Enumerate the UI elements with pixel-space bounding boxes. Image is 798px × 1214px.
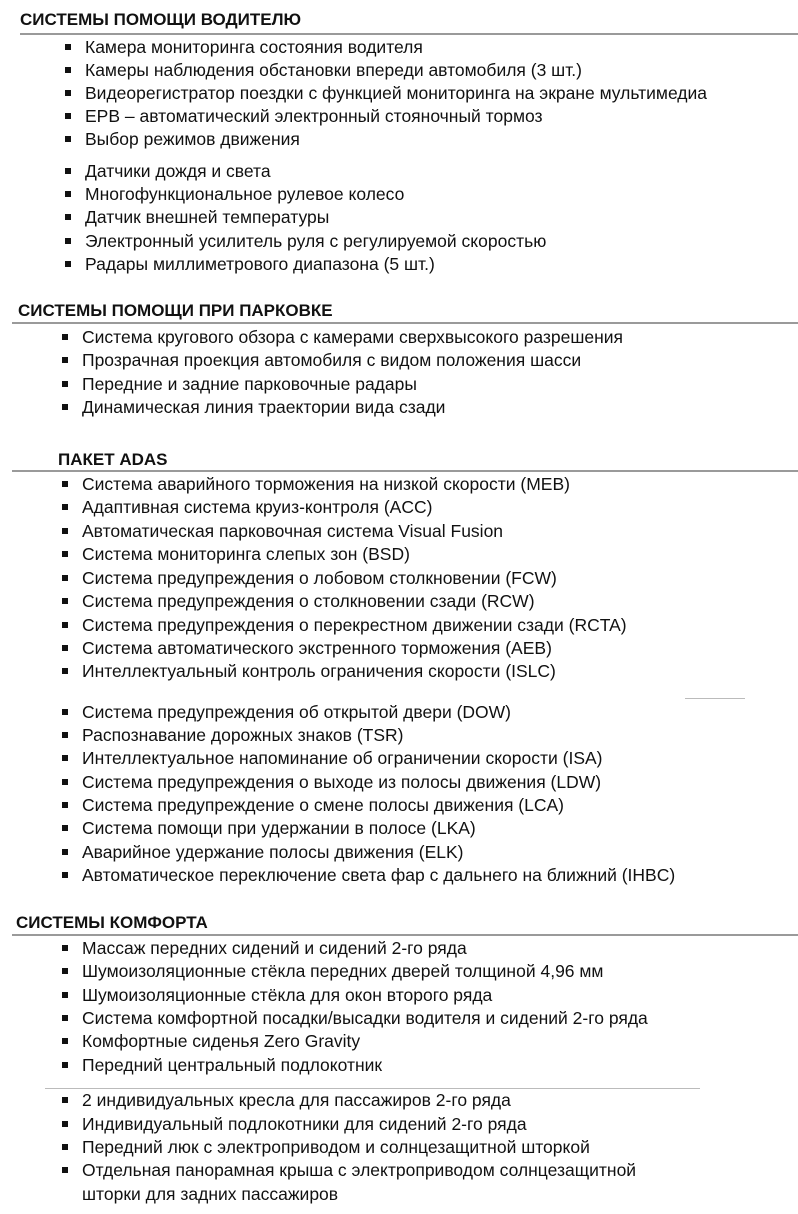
list-item-text: Система предупреждения о столкновении сз… (82, 591, 535, 611)
bullet-icon (65, 136, 71, 142)
bullet-icon (62, 1144, 68, 1150)
list-item-text: Система предупреждения о выходе из полос… (82, 772, 602, 792)
bullet-icon (62, 779, 68, 785)
section-heading: СИСТЕМЫ КОМФОРТА (16, 913, 208, 932)
list-item-text: Автоматическая парковочная система Visua… (82, 521, 504, 541)
list-item-text: Система предупреждения о перекрестном дв… (82, 615, 627, 635)
list-item-text: шторки для задних пассажиров (82, 1184, 339, 1204)
section-divider (12, 470, 798, 472)
list-item-text: Передние и задние парковочные радары (82, 374, 417, 394)
bullet-icon (65, 238, 71, 244)
bullet-icon (62, 709, 68, 715)
bullet-icon (62, 1015, 68, 1021)
list-item-text: Система предупреждения об открытой двери… (82, 702, 512, 722)
list-item-text: Прозрачная проекция автомобиля с видом п… (82, 350, 582, 370)
bullet-icon (62, 755, 68, 761)
list-item-text: Камеры наблюдения обстановки впереди авт… (85, 60, 582, 80)
bullet-icon (62, 968, 68, 974)
bullet-icon (62, 945, 68, 951)
list-item-text: Распознавание дорожных знаков (TSR) (82, 725, 404, 745)
list-item-text: Массаж передних сидений и сидений 2-го р… (82, 938, 467, 958)
list-item-text: Аварийное удержание полосы движения (ELK… (82, 842, 464, 862)
list-item-text: Автоматическое переключение света фар с … (82, 865, 676, 885)
section-heading: ПАКЕТ ADAS (58, 450, 168, 469)
bullet-icon (62, 849, 68, 855)
list-item-text: Камера мониторинга состояния водителя (85, 37, 423, 57)
list-item-text: Многофункциональное рулевое колесо (85, 184, 405, 204)
list-item-text: Выбор режимов движения (85, 129, 300, 149)
bullet-icon (62, 802, 68, 808)
list-item-text: Система аварийного торможения на низкой … (82, 474, 570, 494)
section-divider (12, 322, 798, 324)
bullet-icon (62, 622, 68, 628)
list-item-text: Система кругового обзора с камерами свер… (82, 327, 624, 347)
bullet-icon (65, 261, 71, 267)
bullet-icon (62, 732, 68, 738)
list-item-text: Система автоматического экстренного торм… (82, 638, 552, 658)
list-item-text: Видеорегистратор поездки с функцией мони… (85, 83, 708, 103)
section-divider (20, 33, 798, 35)
list-item-text: Система предупреждение о смене полосы дв… (82, 795, 565, 815)
bullet-icon (65, 113, 71, 119)
bullet-icon (62, 668, 68, 674)
bullet-icon (62, 872, 68, 878)
list-item-text: 2 индивидуальных кресла для пассажиров 2… (82, 1090, 511, 1110)
bullet-icon (65, 214, 71, 220)
section-heading: СИСТЕМЫ ПОМОЩИ ВОДИТЕЛЮ (20, 10, 302, 29)
list-item-text: Шумоизоляционные стёкла для окон второго… (82, 985, 493, 1005)
bullet-icon (62, 504, 68, 510)
bullet-icon (62, 481, 68, 487)
list-item-text: Передний люк с электроприводом и солнцез… (82, 1137, 590, 1157)
bullet-icon (62, 528, 68, 534)
list-item-text: Система помощи при удержании в полосе (L… (82, 818, 476, 838)
section-heading: СИСТЕМЫ ПОМОЩИ ПРИ ПАРКОВКЕ (18, 301, 333, 320)
list-item-text: Датчик внешней температуры (85, 207, 330, 227)
bullet-icon (65, 67, 71, 73)
bullet-icon (62, 575, 68, 581)
list-item-text: Система мониторинга слепых зон (BSD) (82, 544, 410, 564)
list-item-text: Электронный усилитель руля с регулируемо… (85, 231, 547, 251)
bullet-icon (62, 404, 68, 410)
bullet-icon (62, 357, 68, 363)
bullet-icon (62, 1167, 68, 1173)
bullet-icon (62, 551, 68, 557)
bullet-icon (62, 825, 68, 831)
list-item-text: Датчики дождя и света (85, 161, 271, 181)
list-item-text: EPB – автоматический электронный стояноч… (85, 106, 543, 126)
list-item-text: Шумоизоляционные стёкла передних дверей … (82, 961, 604, 981)
page-break-line (685, 698, 745, 699)
bullet-icon (62, 1121, 68, 1127)
bullet-icon (62, 381, 68, 387)
bullet-icon (65, 168, 71, 174)
bullet-icon (65, 191, 71, 197)
list-item-text: Индивидуальный подлокотники для сидений … (82, 1114, 527, 1134)
list-item-text: Система комфортной посадки/высадки водит… (82, 1008, 648, 1028)
list-item-text: Адаптивная система круиз-контроля (ACC) (82, 497, 433, 517)
section-divider (12, 934, 798, 936)
bullet-icon (62, 645, 68, 651)
bullet-icon (65, 44, 71, 50)
list-item-text: Радары миллиметрового диапазона (5 шт.) (85, 254, 435, 274)
bullet-icon (62, 1062, 68, 1068)
list-item-text: Комфортные сиденья Zero Gravity (82, 1031, 361, 1051)
list-item-text: Система предупреждения о лобовом столкно… (82, 568, 557, 588)
page-break-line (45, 1088, 700, 1089)
bullet-icon (62, 992, 68, 998)
bullet-icon (62, 1097, 68, 1103)
list-item-text: Интеллектуальный контроль ограничения ск… (82, 661, 556, 681)
bullet-icon (65, 90, 71, 96)
bullet-icon (62, 598, 68, 604)
bullet-icon (62, 1038, 68, 1044)
list-item-text: Отдельная панорамная крыша с электроприв… (82, 1160, 637, 1180)
bullet-icon (62, 334, 68, 340)
list-item-text: Передний центральный подлокотник (82, 1055, 383, 1075)
list-item-text: Интеллектуальное напоминание об ограниче… (82, 748, 603, 768)
list-item-text: Динамическая линия траектории вида сзади (82, 397, 446, 417)
